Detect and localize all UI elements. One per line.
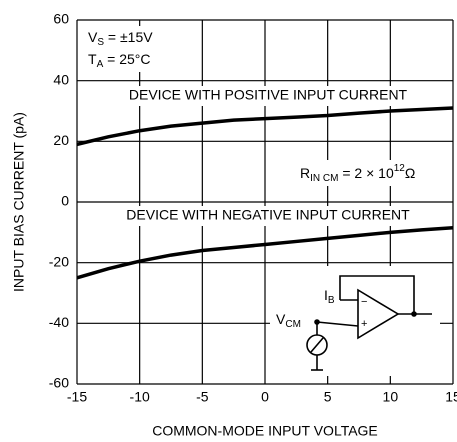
annotation: TA = 25°C: [88, 51, 150, 70]
op-amp: [357, 288, 400, 340]
annotation-bg: [296, 160, 438, 186]
y-tick-label: 40: [53, 71, 69, 87]
y-tick-label: 20: [53, 132, 69, 148]
node: [411, 311, 417, 317]
source-arrow: [310, 337, 324, 353]
y-tick-label: 60: [53, 11, 69, 27]
annotation: VCM: [276, 311, 301, 330]
annotation: RIN CM = 2 × 1012Ω: [300, 163, 415, 184]
annotation-bg: [112, 206, 424, 226]
y-tick-label: -20: [49, 253, 69, 269]
x-tick-label: -10: [130, 389, 150, 405]
node: [314, 319, 320, 325]
plus-sign: +: [361, 318, 367, 330]
y-axis-label: INPUT BIAS CURRENT (pA): [11, 112, 27, 292]
minus-sign: −: [361, 296, 367, 308]
annotation-bg: [112, 86, 424, 106]
wire: [316, 321, 359, 327]
ticks: -60 -40 -20 0 20 40 60 -15 -10 -5 0 5 10 15: [49, 11, 457, 405]
circuit-bg: [270, 266, 440, 376]
series-line: [76, 226, 454, 280]
wire: [339, 275, 415, 314]
circuit: − +: [270, 266, 440, 376]
annotation: VS = ±15V: [88, 29, 153, 48]
series-line: [76, 106, 454, 147]
curves: [76, 106, 454, 280]
annotations: VS = ±15V TA = 25°C DEVICE WITH POSITIVE…: [84, 26, 438, 226]
annotation: IB: [324, 287, 335, 306]
x-axis-label: COMMON-MODE INPUT VOLTAGE: [152, 423, 378, 439]
x-tick-label: 15: [445, 389, 457, 405]
y-tick-label: -40: [49, 314, 69, 330]
x-tick-label: 10: [383, 389, 399, 405]
x-tick-label: 5: [324, 389, 332, 405]
series-label: DEVICE WITH POSITIVE INPUT CURRENT: [129, 87, 408, 103]
x-tick-label: -15: [67, 389, 87, 405]
series-label: DEVICE WITH NEGATIVE INPUT CURRENT: [126, 207, 410, 223]
y-tick-label: -60: [49, 375, 69, 391]
y-tick-label: 0: [61, 193, 69, 209]
annotation-bg: [84, 26, 176, 72]
x-tick-label: -5: [196, 389, 209, 405]
x-tick-label: 0: [261, 389, 269, 405]
